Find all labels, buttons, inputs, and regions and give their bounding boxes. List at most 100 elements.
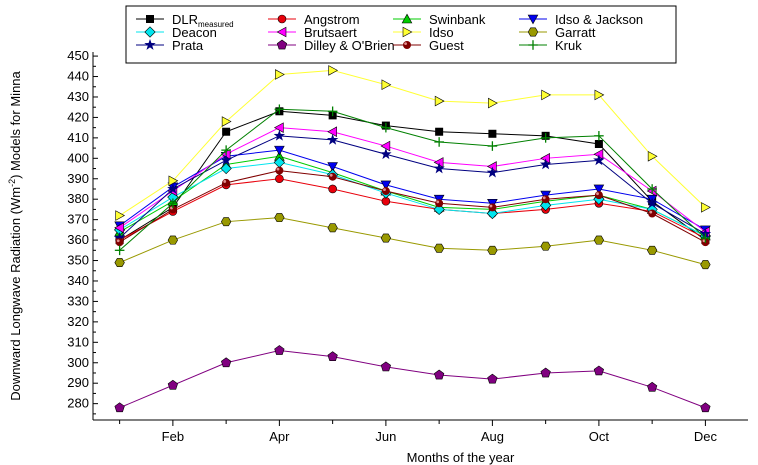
- data-point: [115, 210, 126, 221]
- y-tick-label: 420: [67, 109, 89, 124]
- series-1: [115, 174, 710, 245]
- data-point: [381, 122, 391, 133]
- data-point: [487, 245, 498, 255]
- legend-marker: [146, 15, 154, 23]
- y-tick-label: 350: [67, 253, 89, 268]
- data-point: [327, 106, 338, 117]
- legend-label: Idso & Jackson: [555, 12, 643, 27]
- y-tick-label: 440: [67, 69, 89, 84]
- data-point: [114, 258, 125, 268]
- x-tick-label: Jun: [375, 429, 396, 444]
- series-8: [113, 129, 712, 243]
- series-line: [119, 349, 706, 409]
- legend-marker: [276, 39, 288, 50]
- data-point: [434, 369, 445, 380]
- series-11: [114, 104, 711, 256]
- legend-marker: [402, 26, 413, 38]
- data-point: [167, 235, 179, 245]
- x-tick-label: Apr: [269, 429, 290, 444]
- y-tick-label: 300: [67, 355, 89, 370]
- y-tick-label: 450: [67, 48, 89, 63]
- data-point: [221, 357, 232, 368]
- series-line: [119, 170, 706, 243]
- data-point: [220, 154, 232, 166]
- legend-entry: Prata: [136, 38, 204, 53]
- legend-entry: Idso: [393, 25, 454, 40]
- data-point: [381, 79, 392, 91]
- legend-entry: Garratt: [519, 25, 596, 40]
- data-point: [327, 351, 338, 361]
- data-point: [434, 137, 444, 147]
- data-point: [647, 150, 658, 162]
- data-point: [273, 122, 284, 133]
- y-tick-label: 430: [67, 89, 89, 104]
- series-line: [119, 161, 706, 237]
- data-point: [167, 182, 179, 194]
- data-point: [327, 223, 338, 233]
- data-point: [486, 207, 499, 220]
- legend-marker: [276, 26, 287, 38]
- data-point: [487, 141, 498, 151]
- data-point: [647, 381, 658, 392]
- data-point: [594, 131, 604, 141]
- legend-entry: Brutsaert: [268, 25, 357, 40]
- plot-area: 280 290 300 310 320 330 340 350 360 370 380 390 400 4…: [67, 48, 748, 444]
- x-tick-label: Dec: [694, 429, 718, 444]
- legend-label: Brutsaert: [304, 25, 357, 40]
- series-10: [115, 166, 710, 247]
- data-point: [380, 140, 391, 152]
- data-point: [593, 184, 605, 195]
- legend-entry: Guest: [393, 38, 464, 53]
- y-tick-label: 380: [67, 191, 89, 206]
- data-point: [274, 213, 285, 223]
- legend-entry: Kruk: [519, 38, 582, 53]
- data-point: [114, 245, 125, 256]
- data-point: [221, 145, 231, 155]
- data-point: [274, 345, 285, 355]
- series-line: [119, 155, 706, 237]
- data-point: [540, 199, 552, 211]
- legend-entry: Swinbank: [393, 12, 486, 27]
- data-point: [328, 172, 337, 181]
- legend-marker: [403, 41, 411, 49]
- legend-box: [125, 5, 677, 64]
- data-point: [700, 402, 711, 413]
- x-axis-label: Months of the year: [407, 450, 515, 465]
- data-point: [221, 116, 232, 127]
- data-point: [700, 260, 711, 270]
- x-tick-label: Feb: [162, 429, 184, 444]
- series-line: [119, 135, 706, 239]
- data-point: [593, 154, 605, 166]
- data-point: [114, 402, 125, 413]
- data-point: [167, 379, 178, 390]
- legend-entry: Dilley & O'Brien: [268, 38, 395, 53]
- data-point: [326, 133, 339, 145]
- data-point: [327, 126, 337, 138]
- series-line: [119, 217, 706, 266]
- data-point: [274, 145, 285, 156]
- data-point: [487, 373, 498, 384]
- data-point: [488, 203, 497, 212]
- legend-label: Swinbank: [429, 12, 486, 27]
- legend-marker: [527, 14, 539, 25]
- data-point: [168, 198, 178, 209]
- data-point: [434, 95, 445, 107]
- legend-label: Deacon: [172, 25, 217, 40]
- legend-marker: [527, 27, 539, 37]
- series-line: [119, 178, 706, 241]
- data-point: [168, 205, 177, 214]
- legend-label: Guest: [429, 38, 464, 53]
- series-line: [119, 127, 706, 233]
- legend: DLRmeasured Angstrom Swinbank Idso & Jackso…: [125, 5, 677, 64]
- data-point: [646, 197, 658, 209]
- legend-label: Prata: [172, 38, 204, 53]
- x-tick-label: Aug: [481, 429, 504, 444]
- legend-entry: Idso & Jackson: [519, 12, 643, 27]
- data-point: [275, 166, 284, 175]
- data-point: [593, 235, 605, 245]
- data-point: [648, 209, 657, 218]
- legend-entry: Angstrom: [268, 12, 360, 27]
- y-tick-label: 290: [67, 375, 89, 390]
- data-point: [220, 162, 232, 175]
- data-point: [539, 158, 552, 170]
